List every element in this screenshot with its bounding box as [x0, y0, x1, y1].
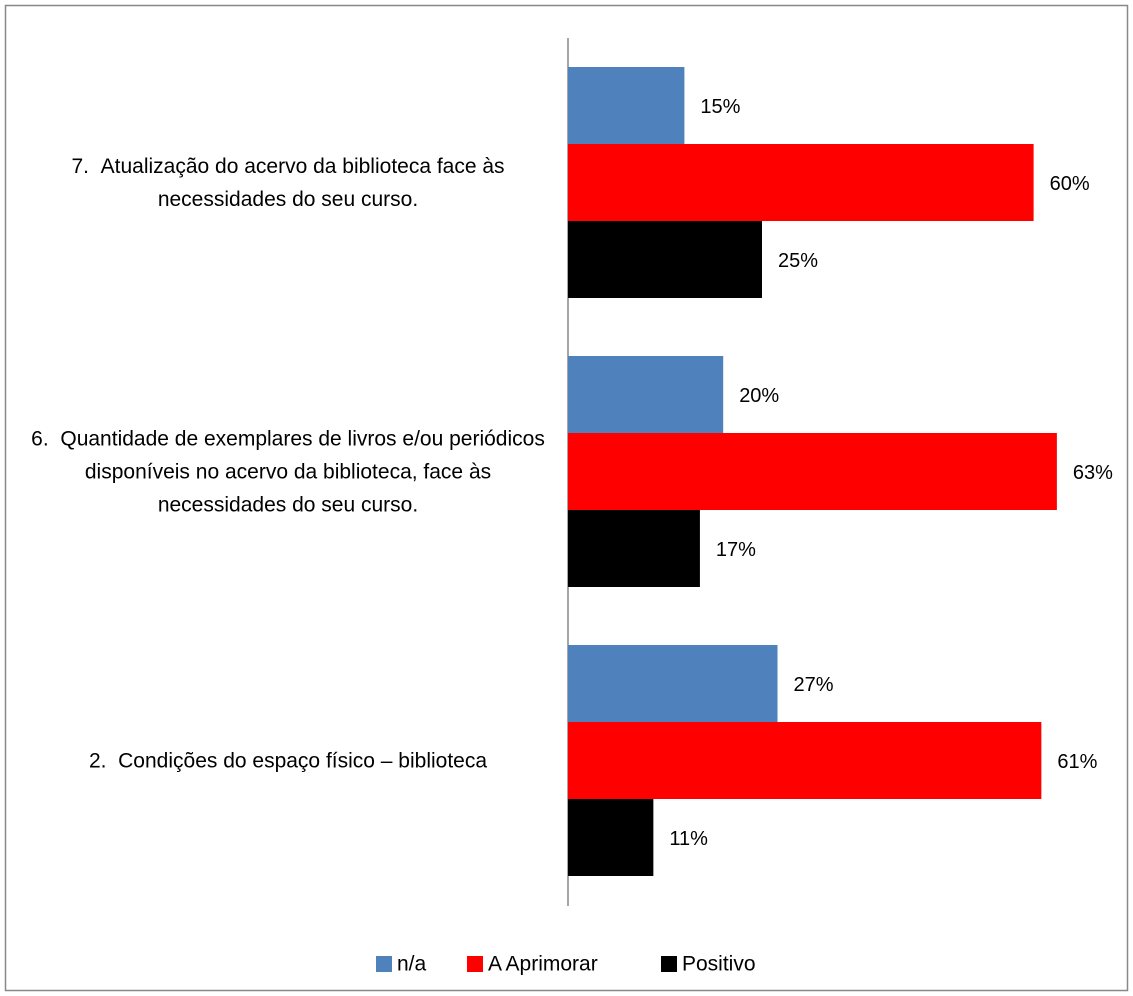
category-label: 7. Atualização do acervo da biblioteca f…	[71, 154, 511, 211]
value-label: 61%	[1057, 751, 1097, 773]
value-label: 63%	[1073, 462, 1113, 484]
value-label: 27%	[794, 674, 834, 696]
bar	[568, 67, 685, 144]
category-label: 2. Condições do espaço físico – bibliote…	[88, 749, 488, 772]
bar	[568, 356, 724, 433]
bar	[568, 433, 1057, 510]
value-label: 15%	[700, 96, 740, 118]
value-label: 20%	[739, 385, 779, 407]
value-label: 17%	[716, 539, 756, 561]
bar	[568, 645, 778, 722]
value-label: 60%	[1050, 173, 1090, 195]
bar	[568, 799, 654, 876]
bar	[568, 144, 1034, 221]
legend-swatch	[376, 956, 392, 972]
bar	[568, 722, 1042, 799]
legend-label: A Aprimorar	[488, 953, 598, 976]
chart-border	[4, 4, 1129, 992]
bar	[568, 221, 762, 298]
legend-label: Positivo	[682, 953, 756, 976]
legend-swatch	[661, 956, 677, 972]
bar	[568, 510, 700, 587]
value-label: 11%	[669, 828, 708, 850]
value-label: 25%	[778, 250, 818, 272]
legend-label: n/a	[397, 953, 427, 976]
category-label: 6. Quantidade de exemplares de livros e/…	[31, 427, 551, 516]
legend-swatch	[467, 956, 483, 972]
